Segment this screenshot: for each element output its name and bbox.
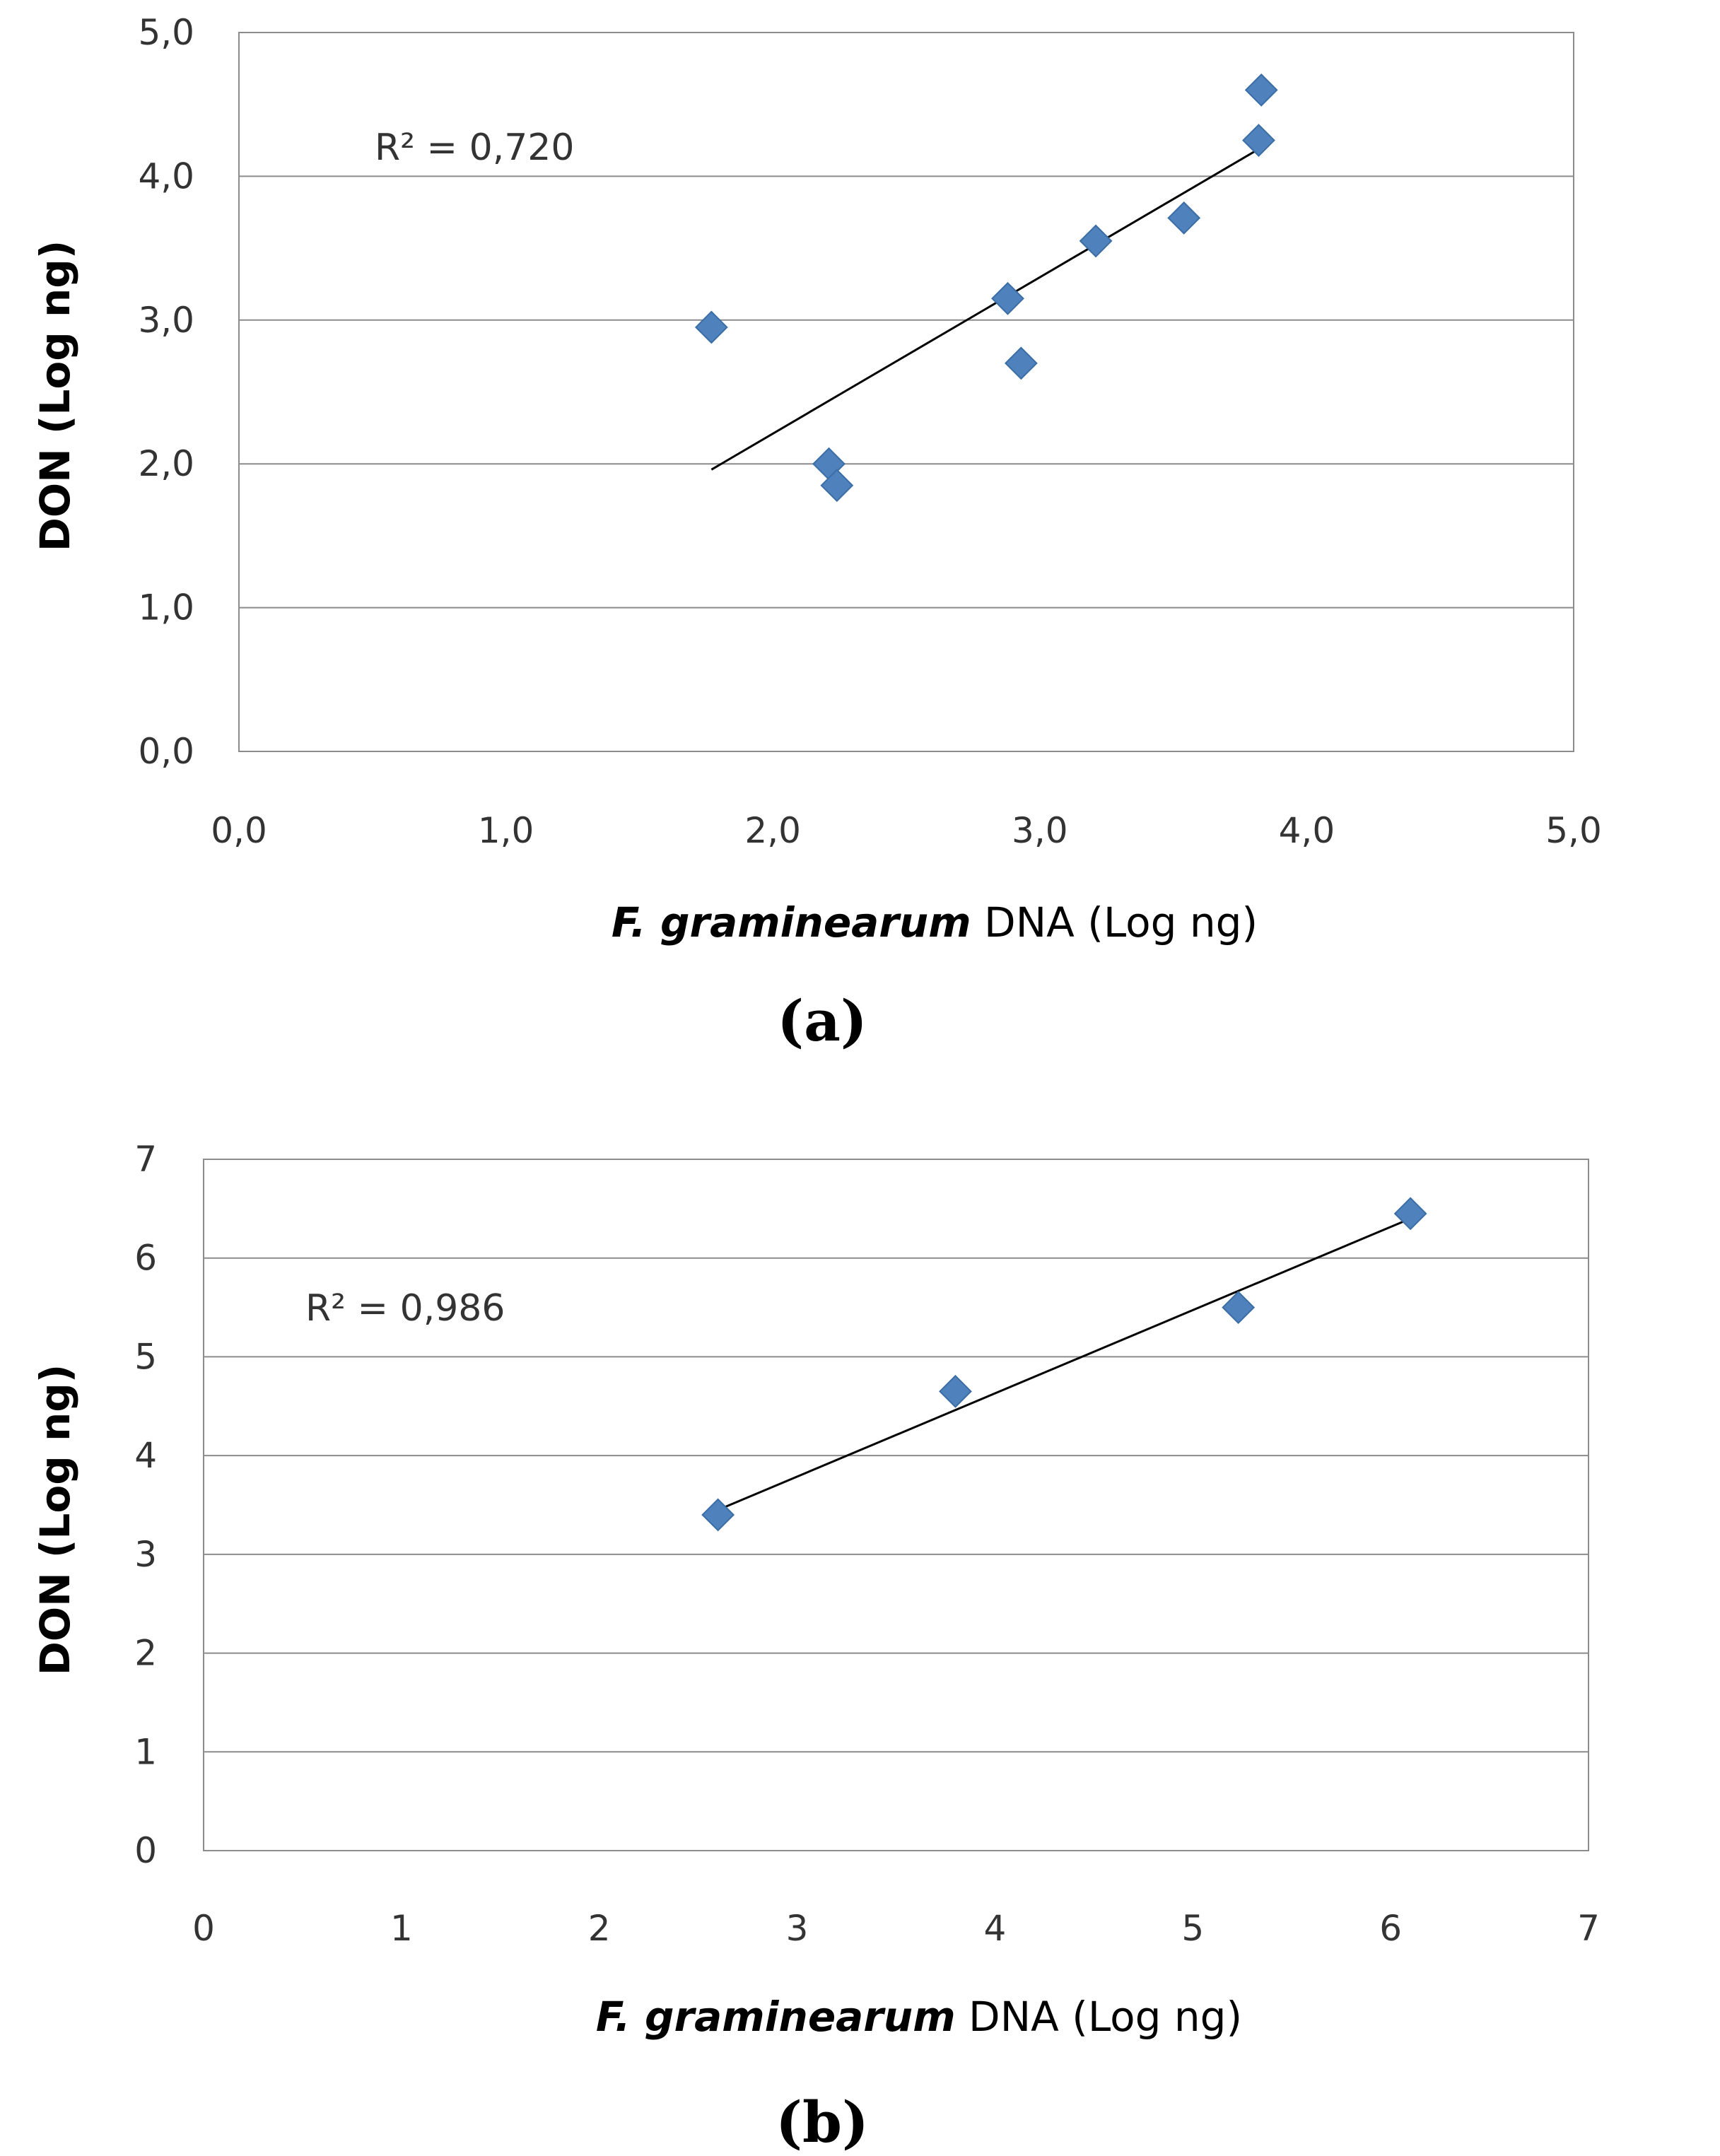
data-point <box>1222 1291 1256 1324</box>
y-tick-labels: 0 1 2 3 4 5 6 7 <box>134 1139 157 1871</box>
x-tick-label: 7 <box>1577 1908 1600 1949</box>
x-axis-title-rest: DNA (Log ng) <box>956 1993 1242 2041</box>
data-point <box>991 281 1024 315</box>
x-tick-label: 2,0 <box>744 810 801 851</box>
y-tick-label: 4 <box>134 1435 157 1476</box>
chart-panel-a: 0,0 1,0 2,0 3,0 4,0 5,0 0,0 1,0 2,0 3,0 4,0 5,0 R²… <box>0 0 1720 1060</box>
y-tick-label: 2,0 <box>138 443 194 484</box>
r-squared-annotation: R² = 0,720 <box>375 127 574 169</box>
panel-label-b: (b) <box>776 2089 869 2155</box>
x-tick-label: 3,0 <box>1012 810 1068 851</box>
y-tick-labels: 0,0 1,0 2,0 3,0 4,0 5,0 <box>138 12 194 772</box>
x-tick-label: 4,0 <box>1279 810 1335 851</box>
y-tick-label: 0 <box>134 1830 157 1871</box>
x-tick-label: 6 <box>1379 1908 1402 1949</box>
y-tick-label: 5,0 <box>138 12 194 53</box>
y-tick-label: 1 <box>134 1731 157 1772</box>
y-tick-label: 0,0 <box>138 731 194 772</box>
y-tick-label: 2 <box>134 1633 157 1674</box>
scatter-chart-b: 0 1 2 3 4 5 6 7 0 1 2 3 4 5 6 7 R² = 0,986 DON (Log ng… <box>31 1139 1600 2155</box>
data-point <box>701 1498 735 1532</box>
y-tick-label: 4,0 <box>138 156 194 197</box>
x-tick-label: 5 <box>1181 1908 1204 1949</box>
data-points <box>701 1197 1427 1532</box>
data-point <box>820 469 854 503</box>
data-point <box>1079 224 1113 258</box>
data-point <box>1004 346 1038 380</box>
x-axis-title: F. graminearum DNA (Log ng) <box>596 1993 1242 2041</box>
panel-label-a: (a) <box>777 988 867 1054</box>
data-point <box>939 1374 972 1408</box>
scatter-chart-a: 0,0 1,0 2,0 3,0 4,0 5,0 0,0 1,0 2,0 3,0 4,0 5,0 R²… <box>31 12 1602 1054</box>
r-squared-annotation: R² = 0,986 <box>305 1287 505 1330</box>
x-tick-label: 4 <box>984 1908 1007 1949</box>
x-tick-labels: 0,0 1,0 2,0 3,0 4,0 5,0 <box>211 810 1602 851</box>
x-axis-title-rest: DNA (Log ng) <box>971 898 1258 947</box>
chart-panel-b: 0 1 2 3 4 5 6 7 0 1 2 3 4 5 6 7 R² = 0,986 DON (Log ng… <box>0 1103 1720 2156</box>
data-point <box>1242 124 1275 157</box>
x-axis-title-italic: F. graminearum <box>596 1993 956 2041</box>
trendline <box>718 1217 1411 1511</box>
y-axis-title: DON (Log ng) <box>31 240 79 552</box>
x-tick-label: 1 <box>390 1908 413 1949</box>
x-tick-label: 1,0 <box>478 810 534 851</box>
y-tick-label: 3 <box>134 1534 157 1575</box>
data-point <box>1244 73 1278 107</box>
x-tick-label: 0,0 <box>211 810 267 851</box>
y-axis-title: DON (Log ng) <box>31 1364 79 1676</box>
x-tick-label: 5,0 <box>1545 810 1602 851</box>
data-point <box>1167 201 1201 235</box>
y-tick-label: 3,0 <box>138 300 194 341</box>
plot-area <box>203 1159 1589 1851</box>
y-tick-label: 5 <box>134 1336 157 1377</box>
x-tick-label: 0 <box>192 1908 215 1949</box>
gridlines <box>204 1159 1589 1851</box>
y-tick-label: 1,0 <box>138 587 194 628</box>
data-point <box>694 310 728 344</box>
x-tick-label: 3 <box>786 1908 809 1949</box>
x-axis-title: F. graminearum DNA (Log ng) <box>612 898 1258 947</box>
data-point <box>1393 1197 1427 1231</box>
plot-area <box>238 32 1574 752</box>
x-tick-labels: 0 1 2 3 4 5 6 7 <box>192 1908 1600 1949</box>
x-axis-title-italic: F. graminearum <box>612 898 971 947</box>
y-tick-label: 6 <box>134 1238 157 1279</box>
data-points <box>694 73 1278 503</box>
y-tick-label: 7 <box>134 1139 157 1180</box>
trendline <box>710 146 1262 471</box>
x-tick-label: 2 <box>588 1908 611 1949</box>
